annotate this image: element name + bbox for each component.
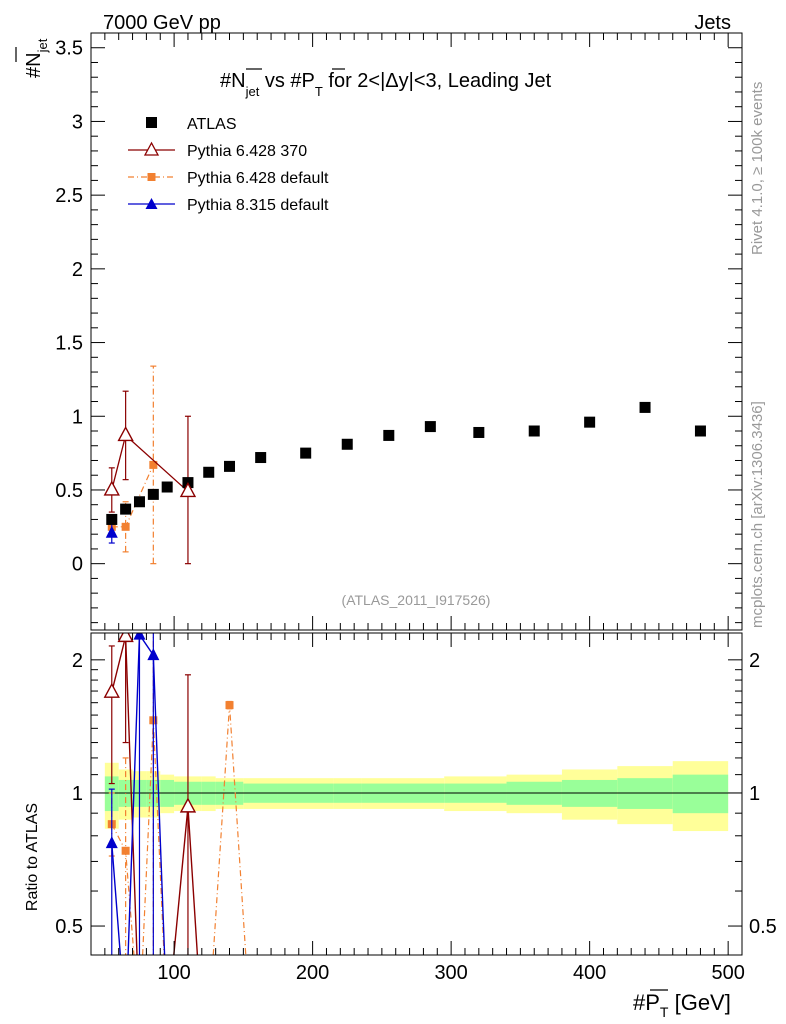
process-label: Jets [694,12,731,34]
atlas-data-point [639,401,651,413]
main-panel-axes: 0 0.5 1 1.5 2 2.5 3 3.5 [55,33,742,630]
atlas-data-point [161,481,173,493]
atlas-data-point [120,503,132,515]
ratio-p6-370-point [179,797,197,813]
atlas-data-point [584,416,596,428]
atlas-data-point [203,466,215,478]
p6-370-point [117,425,134,442]
x-tick-label: 200 [296,962,329,984]
atlas-data-point [528,425,540,437]
atlas-data-point [424,421,436,433]
legend-p6-370-marker [143,141,160,156]
atlas-data-point [147,488,159,500]
y-tick-label: 3.5 [55,38,83,60]
p6-370-point [179,481,197,498]
y-tick-label: 0 [72,554,83,576]
p6-default-point [121,522,130,531]
x-tick-label: 500 [711,962,744,984]
ratio-y-tick-label: 1 [72,783,83,805]
main-panel-frame [90,32,743,631]
atlas-data-point [694,425,706,437]
atlas-data-point [383,429,395,441]
ratio-p8-point [105,836,118,849]
ratio-band-inner [617,778,673,809]
y-tick-label: 3 [72,111,83,133]
legend-atlas-marker [146,117,157,128]
legend-p8-label: Pythia 8.315 default [187,197,329,214]
ratio-y-tick-label: 2 [72,650,83,672]
ratio-p8-line [111,633,166,955]
ratio-p8-point [133,633,146,640]
main-panel-frame-fill [91,33,742,630]
ratio-p8-point [147,648,160,661]
x-axis-label: #PT [GeV] [633,990,731,1020]
mcplots-reference-label: mcplots.cern.ch [arXiv:1306.3436] [749,401,766,628]
legend-p6-default-label: Pythia 6.428 default [187,170,329,187]
legend-atlas-label: ATLAS [187,116,237,133]
main-panel-data [103,365,706,565]
atlas-data-point [341,438,353,450]
y-tick-label: 1.5 [55,333,83,355]
y-tick-label: 0.5 [55,480,83,502]
legend-p6-default-marker [147,173,156,181]
atlas-data-point [133,496,145,508]
p6-default-point [149,460,158,469]
x-tick-label: 100 [157,962,190,984]
chart-title: #Njet vs #PT for 2<|Δy|<3, Leading Jet [220,70,552,99]
ratio-panel: 100 200 300 400 500 0.5 0.5 1 1 2 2 Ratio to ATLAS [24,632,777,984]
ratio-p6-default-point [225,701,234,710]
x-tick-label: 400 [573,962,606,984]
ratio-y-tick-label-right: 1 [749,783,760,805]
y-axis-label: #Njet [23,38,50,78]
ratio-y-tick-label: 0.5 [55,916,83,938]
energy-label: 7000 GeV pp [103,12,221,34]
x-tick-label: 300 [434,962,467,984]
ratio-p6-370-line [111,636,199,955]
rivet-version-label: Rivet 4.1.0, ≥ 100k events [749,82,766,255]
analysis-id-label: (ATLAS_2011_I917526) [342,592,491,608]
ratio-p6-370-point [103,682,120,698]
p6-370-point [103,480,120,496]
ratio-panel-axes: 100 200 300 400 500 0.5 0.5 1 1 2 2 [55,633,777,984]
ratio-y-tick-label-right: 0.5 [749,916,777,938]
atlas-data-point [255,452,267,464]
ratio-y-axis-label: Ratio to ATLAS [24,803,41,911]
legend-p6-370-label: Pythia 6.428 370 [187,143,307,160]
main-panel: 0 0.5 1 1.5 2 2.5 3 3.5 #Njet vs #PT for 2<|Δy|… [15,32,743,631]
y-tick-label: 2.5 [55,185,83,207]
legend: ATLAS Pythia 6.428 370 Pythia 6.428 defa… [128,116,329,214]
ratio-band-inner [672,774,729,814]
atlas-data-point [300,447,312,459]
ratio-p6-default-point [121,846,130,855]
y-tick-label: 2 [72,259,83,281]
ratio-p6-370-point [117,633,134,643]
atlas-data-point [473,426,485,438]
legend-p8-marker [145,198,158,209]
ratio-y-tick-label-right: 2 [749,650,760,672]
atlas-data-point [224,460,236,472]
atlas-data-point [106,513,118,525]
y-tick-label: 1 [72,406,83,428]
p8-point [105,525,118,538]
ratio-panel-data [91,633,742,955]
ratio-panel-frame [90,632,743,956]
